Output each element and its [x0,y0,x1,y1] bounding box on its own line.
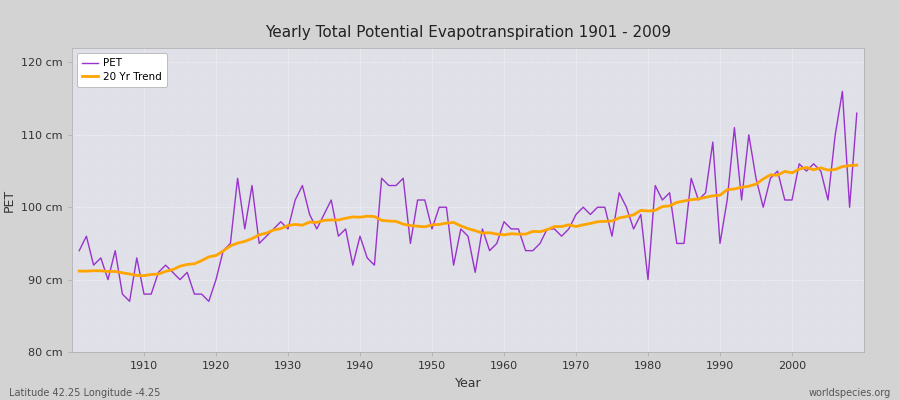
20 Yr Trend [139,273,149,278]
20 Yr Trend [592,219,603,224]
Text: worldspecies.org: worldspecies.org [809,388,891,398]
PET [74,248,85,253]
20 Yr Trend [851,163,862,168]
20 Yr Trend [499,232,509,237]
PET [124,299,135,304]
PET [499,219,509,224]
20 Yr Trend [131,273,142,278]
PET [506,226,517,231]
20 Yr Trend [506,231,517,236]
20 Yr Trend [297,223,308,228]
20 Yr Trend [340,216,351,221]
X-axis label: Year: Year [454,376,482,390]
PET [592,205,603,210]
Line: 20 Yr Trend: 20 Yr Trend [79,165,857,276]
Legend: PET, 20 Yr Trend: PET, 20 Yr Trend [77,53,167,87]
Line: PET: PET [79,92,857,301]
Text: Latitude 42.25 Longitude -4.25: Latitude 42.25 Longitude -4.25 [9,388,160,398]
PET [837,89,848,94]
PET [851,111,862,116]
Y-axis label: PET: PET [3,188,16,212]
PET [297,183,308,188]
PET [139,292,149,296]
20 Yr Trend [74,269,85,274]
Title: Yearly Total Potential Evapotranspiration 1901 - 2009: Yearly Total Potential Evapotranspiratio… [265,25,671,40]
PET [340,226,351,231]
